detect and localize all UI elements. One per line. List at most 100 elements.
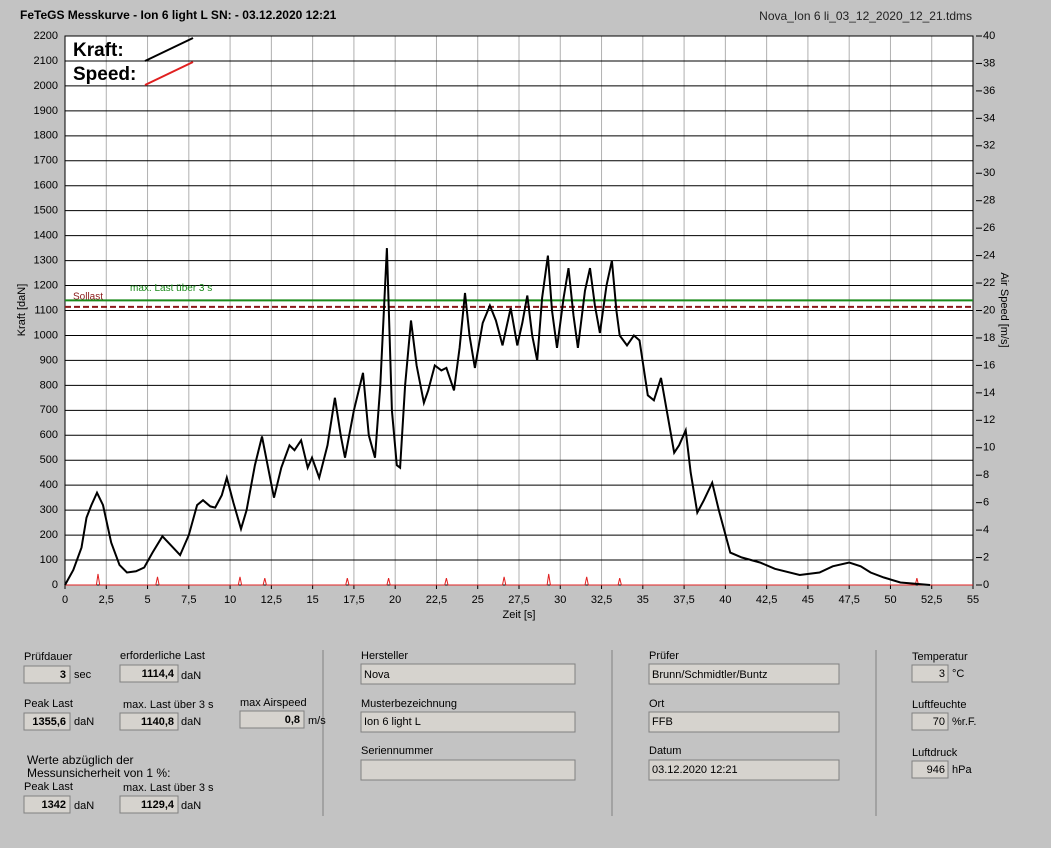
label: Datum	[649, 745, 681, 757]
label: erforderliche Last	[120, 650, 205, 662]
label: max. Last über 3 s	[123, 782, 214, 794]
field	[360, 711, 576, 733]
y-tick-label: 1800	[34, 130, 58, 142]
field-value: 3	[939, 668, 945, 680]
unit: daN	[74, 716, 94, 728]
y2-tick-label: 12	[983, 414, 995, 426]
label: Luftdruck	[912, 747, 958, 759]
label: Hersteller	[361, 650, 408, 662]
y2-tick-label: 28	[983, 195, 995, 207]
label: Seriennummer	[361, 745, 433, 757]
y2-tick-label: 6	[983, 497, 989, 509]
field-value: 1355,6	[32, 716, 66, 728]
legend-label: Kraft:	[73, 40, 124, 61]
field-value: Nova	[364, 669, 391, 681]
field	[119, 712, 179, 731]
label: Luftfeuchte	[912, 699, 966, 711]
y2-axis-label: Air Speed [m/s]	[998, 272, 1010, 347]
field-value: 0,8	[285, 714, 300, 726]
file-name: Nova_Ion 6 li_03_12_2020_12_21.tdms	[759, 9, 972, 23]
field-value: 1129,4	[141, 799, 175, 811]
y-tick-label: 1700	[34, 155, 58, 167]
y2-tick-label: 22	[983, 277, 995, 289]
field-value: Ion 6 light L	[364, 716, 421, 728]
y2-tick-label: 18	[983, 332, 995, 344]
y2-tick-label: 36	[983, 85, 995, 97]
y-tick-label: 0	[52, 579, 58, 591]
y2-tick-label: 32	[983, 140, 995, 152]
label: Prüfdauer	[24, 651, 73, 663]
field	[360, 663, 576, 685]
y2-tick-label: 10	[983, 442, 995, 454]
x-tick-label: 15	[307, 594, 319, 606]
field	[648, 663, 840, 685]
field-value: 1140,8	[141, 716, 174, 728]
field-value: 1114,4	[142, 668, 175, 680]
y-tick-label: 1900	[34, 105, 58, 117]
note: Messunsicherheit von 1 %:	[27, 766, 170, 780]
reference-label: max. Last über 3 s	[130, 283, 212, 294]
x-tick-label: 0	[62, 594, 68, 606]
y-tick-label: 700	[40, 404, 58, 416]
field	[911, 712, 949, 731]
unit: %r.F.	[952, 716, 976, 728]
x-tick-label: 32,5	[591, 594, 612, 606]
field	[119, 795, 179, 814]
title: FeTeGS Messkurve - Ion 6 light L SN: - 0…	[20, 8, 337, 22]
unit: daN	[181, 670, 201, 682]
x-tick-label: 30	[554, 594, 566, 606]
y-tick-label: 1500	[34, 205, 58, 217]
x-tick-label: 5	[144, 594, 150, 606]
label: Ort	[649, 698, 664, 710]
legend-swatch	[144, 61, 194, 86]
field	[911, 760, 949, 779]
x-tick-label: 35	[637, 594, 649, 606]
unit: °C	[952, 668, 964, 680]
y-tick-label: 200	[40, 529, 58, 541]
field	[23, 712, 71, 731]
series-line	[65, 573, 973, 586]
y2-tick-label: 40	[983, 30, 995, 42]
y-tick-label: 300	[40, 504, 58, 516]
field	[119, 664, 179, 683]
field-value: 946	[927, 764, 945, 776]
y-tick-label: 1100	[34, 304, 58, 316]
x-tick-label: 22,5	[426, 594, 447, 606]
x-tick-label: 52,5	[921, 594, 942, 606]
x-tick-label: 50	[884, 594, 896, 606]
x-tick-label: 27,5	[508, 594, 529, 606]
x-tick-label: 42,5	[756, 594, 777, 606]
x-tick-label: 25	[472, 594, 484, 606]
x-tick-label: 45	[802, 594, 814, 606]
y-tick-label: 2100	[34, 55, 58, 67]
unit: m/s	[308, 715, 326, 727]
y2-tick-label: 26	[983, 222, 995, 234]
label: Prüfer	[649, 650, 679, 662]
field-value: FFB	[652, 716, 673, 728]
separators	[322, 650, 877, 816]
y2-tick-label: 0	[983, 579, 989, 591]
y-tick-label: 1300	[34, 254, 58, 266]
y-tick-label: 1200	[34, 279, 58, 291]
y-tick-label: 2000	[34, 80, 58, 92]
x-tick-label: 47,5	[838, 594, 859, 606]
unit: daN	[181, 800, 201, 812]
x-tick-label: 55	[967, 594, 979, 606]
label: Temperatur	[912, 651, 968, 663]
x-axis-label: Zeit [s]	[502, 609, 535, 621]
y2-tick-label: 34	[983, 112, 995, 124]
x-tick-label: 12,5	[261, 594, 282, 606]
label: Peak Last	[24, 698, 73, 710]
label: Musterbezeichnung	[361, 698, 457, 710]
field	[648, 759, 840, 781]
y2-tick-label: 30	[983, 167, 995, 179]
field-value: 03.12.2020 12:21	[652, 764, 738, 776]
field-value: 3	[60, 669, 66, 681]
y-tick-label: 400	[40, 479, 58, 491]
y-tick-label: 900	[40, 354, 58, 366]
x-tick-label: 7,5	[181, 594, 196, 606]
x-tick-label: 17,5	[343, 594, 364, 606]
field	[360, 759, 576, 781]
field	[648, 711, 840, 733]
